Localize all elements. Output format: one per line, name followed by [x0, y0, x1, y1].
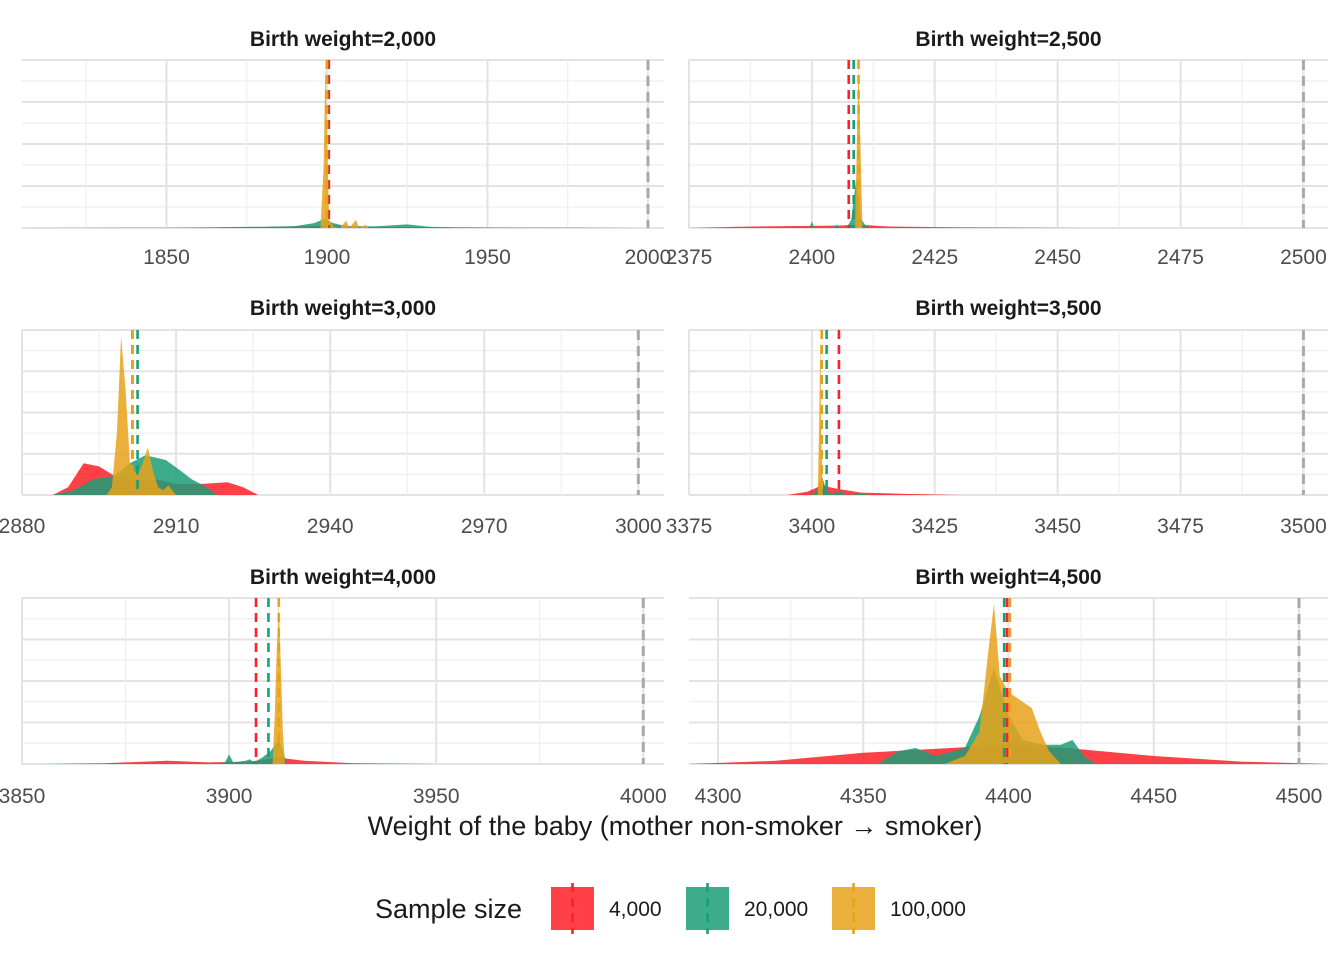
- facet-title: Birth weight=3,000: [250, 297, 436, 320]
- x-tick-label: 2910: [153, 515, 200, 538]
- x-tick-label: 3425: [911, 515, 958, 538]
- x-tick-label: 2425: [911, 246, 958, 269]
- legend-item: 100,000: [832, 883, 966, 934]
- x-tick-label: 4350: [840, 785, 887, 808]
- density-area-n20000: [198, 219, 472, 228]
- legend-item: 4,000: [551, 883, 662, 934]
- facet-title: Birth weight=3,500: [915, 297, 1101, 320]
- x-tick-label: 2880: [0, 515, 45, 538]
- x-tick-label: 1900: [304, 246, 351, 269]
- density-area-n20000: [811, 475, 871, 495]
- legend-label: 100,000: [890, 898, 966, 921]
- x-tick-label: 3375: [666, 515, 713, 538]
- x-tick-label: 4500: [1276, 785, 1323, 808]
- density-area-n4000: [689, 224, 1083, 228]
- x-tick-label: 3475: [1157, 515, 1204, 538]
- x-tick-label: 2475: [1157, 246, 1204, 269]
- x-axis-title: Weight of the baby (mother non-smoker → …: [368, 811, 983, 841]
- x-tick-label: 1950: [464, 246, 511, 269]
- legend-swatch-n20000: [686, 887, 729, 930]
- facet-title: Birth weight=4,500: [915, 566, 1101, 589]
- density-area-n100000: [855, 66, 863, 228]
- x-tick-label: 3400: [789, 515, 836, 538]
- legend-label: 4,000: [609, 898, 662, 921]
- x-tick-label: 4300: [695, 785, 742, 808]
- density-area-n100000: [106, 336, 177, 495]
- facet-panel: Birth weight=4,000 3850 3900 3950 4000: [0, 566, 667, 808]
- facet-title: Birth weight=2,000: [250, 28, 436, 51]
- facet-panel: Birth weight=3,500 3375 3400 3425 3450 3475 35…: [666, 297, 1328, 538]
- x-tick-label: 2375: [666, 246, 713, 269]
- x-tick-label: 2400: [789, 246, 836, 269]
- legend-item: 20,000: [686, 883, 808, 934]
- x-tick-label: 3450: [1034, 515, 1081, 538]
- legend: Sample size 4,000 20,000 100,000: [375, 883, 966, 934]
- facet-title: Birth weight=2,500: [915, 28, 1101, 51]
- density-area-n4000: [42, 757, 437, 764]
- x-tick-label: 4400: [985, 785, 1032, 808]
- density-area-n100000: [272, 604, 285, 764]
- legend-title: Sample size: [375, 894, 522, 924]
- x-tick-label: 3850: [0, 785, 45, 808]
- x-tick-label: 1850: [143, 246, 190, 269]
- facet-panel: Birth weight=3,000 2880 2910 2940 2970 3000: [0, 297, 664, 538]
- facet-panel: Birth weight=2,000 1850 1900 1950 2000: [22, 28, 671, 269]
- x-tick-label: 2000: [625, 246, 672, 269]
- density-area-n20000: [208, 740, 288, 764]
- x-tick-label: 3000: [615, 515, 662, 538]
- x-tick-label: 3950: [413, 785, 460, 808]
- density-area-n100000: [320, 66, 369, 228]
- legend-swatch-n100000: [832, 887, 875, 930]
- x-tick-label: 4450: [1130, 785, 1177, 808]
- legend-label: 20,000: [744, 898, 808, 921]
- x-tick-label: 2940: [307, 515, 354, 538]
- legend-swatch-n4000: [551, 887, 594, 930]
- facet-panel: Birth weight=4,500 4300 4350 4400 4450 4500: [689, 566, 1328, 808]
- x-tick-label: 3900: [206, 785, 253, 808]
- x-tick-label: 2970: [461, 515, 508, 538]
- density-area-n100000: [944, 604, 1061, 764]
- x-tick-label: 2500: [1280, 246, 1327, 269]
- x-tick-label: 4000: [620, 785, 667, 808]
- facet-panel: Birth weight=2,500 2375 2400 2425 2450 2475 25…: [666, 28, 1328, 269]
- x-tick-label: 3500: [1280, 515, 1327, 538]
- x-tick-label: 2450: [1034, 246, 1081, 269]
- facet-title: Birth weight=4,000: [250, 566, 436, 589]
